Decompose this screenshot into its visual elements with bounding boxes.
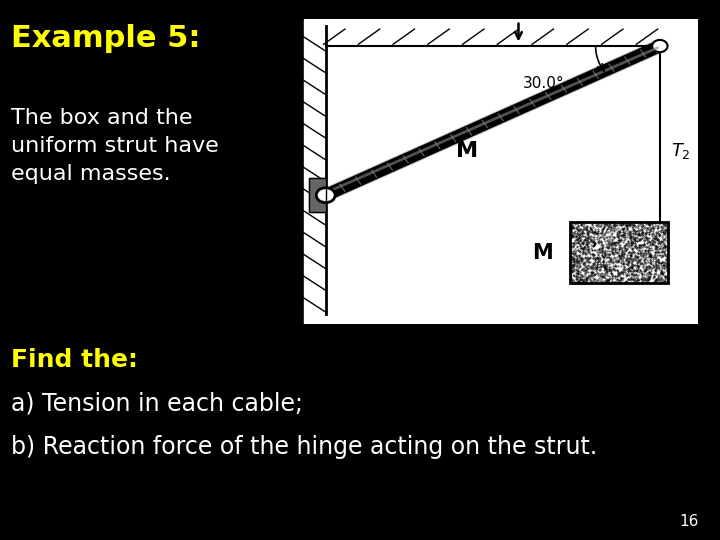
Text: $T_2$: $T_2$ [670,141,690,161]
Text: b) Reaction force of the hinge acting on the strut.: b) Reaction force of the hinge acting on… [11,435,597,458]
Circle shape [316,188,335,202]
Circle shape [652,40,667,52]
Text: Example 5:: Example 5: [11,24,200,53]
Bar [309,178,325,212]
Text: The box and the
uniform strut have
equal masses.: The box and the uniform strut have equal… [11,108,219,184]
Bar [570,222,668,284]
Text: 16: 16 [679,514,698,529]
Text: Find the:: Find the: [11,348,138,372]
Bar [309,178,325,212]
Text: a) Tension in each cable;: a) Tension in each cable; [11,392,302,415]
Text: 30.0°: 30.0° [523,76,564,91]
Text: M: M [456,141,478,161]
Text: M: M [532,243,553,263]
Text: $T_1$: $T_1$ [523,0,544,19]
